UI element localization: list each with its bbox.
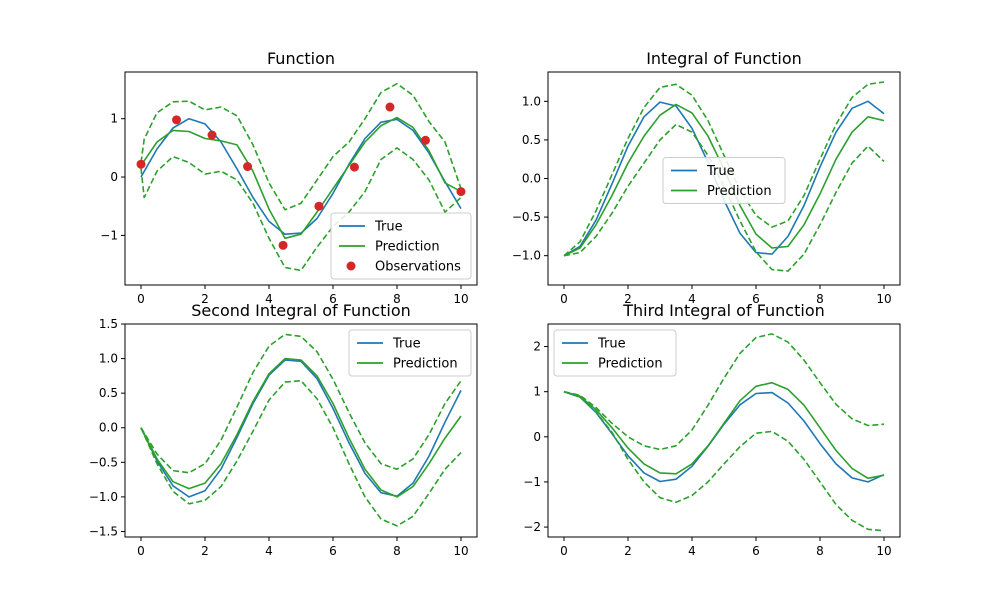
y-tick-label: −2 xyxy=(523,520,541,534)
legend-label-true: True xyxy=(706,164,735,179)
y-tick-label: −1.0 xyxy=(512,249,541,263)
observation-point xyxy=(136,159,146,169)
observation-point xyxy=(385,102,395,112)
legend-label-prediction: Prediction xyxy=(707,184,772,199)
y-tick-label: 1.5 xyxy=(99,317,118,331)
y-tick-label: 0.5 xyxy=(522,133,541,147)
legend-box xyxy=(662,157,786,204)
y-tick-label: 0.0 xyxy=(522,172,541,186)
x-tick-label: 8 xyxy=(816,292,824,306)
x-tick-label: 10 xyxy=(876,292,891,306)
x-tick-label: 2 xyxy=(201,292,209,306)
x-tick-label: 4 xyxy=(688,292,696,306)
upper-uncertainty-line xyxy=(140,333,462,474)
prediction-line xyxy=(140,357,462,498)
y-tick-label: −1.0 xyxy=(89,490,118,504)
prediction-line xyxy=(563,381,885,480)
y-tick-label: −0.5 xyxy=(89,455,118,469)
x-tick-label: 2 xyxy=(624,292,632,306)
y-tick-label: −1.5 xyxy=(89,524,118,538)
observations-marker xyxy=(346,261,356,271)
chart-title: Function xyxy=(267,49,335,68)
subplot-3: 0 2 4 6 8 10 −1.5 −1.0 −0.5 0.0 0.5 1.0 1.5 Second In… xyxy=(89,301,478,558)
legend-box xyxy=(348,329,472,377)
legend-box xyxy=(553,329,677,377)
true-line xyxy=(140,359,462,498)
legend-label-prediction: Prediction xyxy=(598,357,663,372)
plot-area xyxy=(136,82,466,272)
y-tick-label: 0.5 xyxy=(99,386,118,400)
x-tick-label: 8 xyxy=(393,544,401,558)
x-tick-label: 4 xyxy=(265,292,273,306)
upper-uncertainty-line xyxy=(140,82,462,211)
chart-title: Third Integral of Function xyxy=(622,301,825,320)
x-tick-label: 10 xyxy=(876,544,891,558)
legend-box xyxy=(330,212,472,280)
chart-title: Integral of Function xyxy=(646,49,802,68)
legend-label-true: True xyxy=(392,337,421,352)
prediction-line xyxy=(140,116,462,240)
x-tick-label: 0 xyxy=(560,292,568,306)
x-tick-label: 6 xyxy=(329,544,337,558)
axes-frame xyxy=(124,71,478,286)
x-tick-label: 4 xyxy=(265,544,273,558)
plot-area xyxy=(140,333,462,527)
axes-frame xyxy=(124,323,478,538)
observation-point xyxy=(314,201,324,211)
legend-label-prediction: Prediction xyxy=(375,240,440,255)
lower-uncertainty-line xyxy=(140,147,462,272)
legend-label-prediction: Prediction xyxy=(393,357,458,372)
y-tick-label: 0.0 xyxy=(99,421,118,435)
observation-point xyxy=(207,130,217,140)
x-tick-label: 2 xyxy=(624,544,632,558)
legend: True Prediction Observations xyxy=(330,212,472,280)
plot-area xyxy=(563,333,885,532)
y-tick-label: 0 xyxy=(533,430,541,444)
y-tick-label: −0.5 xyxy=(512,210,541,224)
observation-point xyxy=(456,187,466,197)
y-tick-label: 1 xyxy=(533,385,541,399)
axes-frame xyxy=(547,323,901,538)
legend: True Prediction xyxy=(662,157,786,204)
x-tick-label: 6 xyxy=(752,544,760,558)
x-tick-label: 2 xyxy=(201,544,209,558)
observation-point xyxy=(278,240,288,250)
legend-label-observations: Observations xyxy=(375,260,461,275)
y-tick-label: 1 xyxy=(110,112,118,126)
observation-point xyxy=(349,162,359,172)
x-tick-label: 0 xyxy=(560,544,568,558)
legend: True Prediction xyxy=(553,329,677,377)
x-tick-label: 6 xyxy=(329,292,337,306)
observation-point xyxy=(420,135,430,145)
upper-uncertainty-line xyxy=(563,333,885,451)
lower-uncertainty-line xyxy=(140,379,462,527)
legend-label-true: True xyxy=(374,220,403,235)
chart-title: Second Integral of Function xyxy=(191,301,411,320)
x-tick-label: 8 xyxy=(816,544,824,558)
y-tick-label: 2 xyxy=(533,340,541,354)
legend: True Prediction xyxy=(348,329,472,377)
upper-uncertainty-line xyxy=(563,81,885,257)
legend-label-true: True xyxy=(597,337,626,352)
x-tick-label: 4 xyxy=(688,544,696,558)
lower-uncertainty-line xyxy=(563,390,885,532)
subplot-2: 0 2 4 6 8 10 −1.0 −0.5 0.0 0.5 1.0 Integral of Func… xyxy=(512,49,901,306)
x-tick-label: 8 xyxy=(393,292,401,306)
observation-point xyxy=(243,162,253,172)
y-tick-label: −1 xyxy=(523,475,541,489)
observation-point xyxy=(172,115,182,125)
x-tick-label: 10 xyxy=(453,544,468,558)
subplot-1: 0 2 4 6 8 10 −1 0 1 Function True Prediction Observa… xyxy=(100,49,478,306)
subplot-4: 0 2 4 6 8 10 −2 −1 0 1 2 Third Integral of Function… xyxy=(523,301,901,558)
x-tick-label: 6 xyxy=(752,292,760,306)
x-tick-label: 0 xyxy=(137,292,145,306)
y-tick-label: −1 xyxy=(100,228,118,242)
y-tick-label: 1.0 xyxy=(522,94,541,108)
y-tick-label: 0 xyxy=(110,170,118,184)
x-tick-label: 10 xyxy=(453,292,468,306)
y-tick-label: 1.0 xyxy=(99,352,118,366)
x-tick-label: 0 xyxy=(137,544,145,558)
